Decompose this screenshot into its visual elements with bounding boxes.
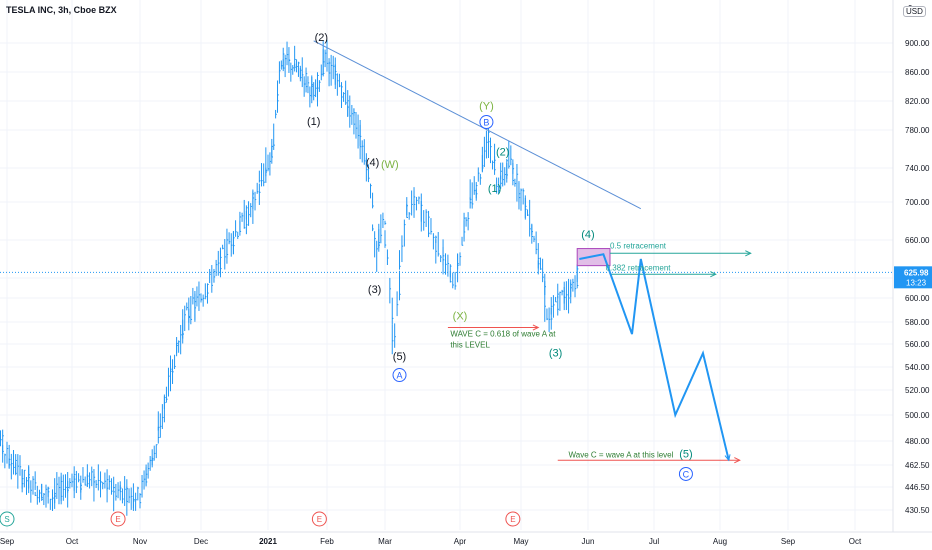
retracement-arrow-2-head bbox=[710, 271, 717, 278]
currency-badge[interactable]: USD bbox=[903, 6, 926, 17]
time-tick-label: May bbox=[513, 537, 528, 546]
price-tick-label: 600.00 bbox=[905, 294, 930, 303]
time-tick-label: Sep bbox=[0, 537, 15, 546]
time-tick-label: Feb bbox=[320, 537, 334, 546]
projection-arrow-head bbox=[724, 454, 731, 462]
marker-label: E bbox=[510, 515, 515, 524]
time-tick-label: Oct bbox=[66, 537, 79, 546]
time-tick-label: Mar bbox=[378, 537, 392, 546]
last-price-value: 625.98 bbox=[904, 268, 929, 277]
wave-label[interactable]: (1) bbox=[307, 116, 320, 128]
wave-circle-label: A bbox=[397, 371, 403, 381]
wave-label[interactable]: (5) bbox=[679, 448, 692, 460]
wave-circle[interactable] bbox=[392, 368, 407, 383]
annotation-text[interactable]: 0.382 retracement bbox=[606, 263, 672, 272]
symbol-title[interactable]: TESLA INC, 3h, Cboe BZX bbox=[6, 5, 117, 15]
price-tick-label: 820.00 bbox=[905, 97, 930, 106]
price-tick-label: 900.00 bbox=[905, 39, 930, 48]
time-tick-label: Apr bbox=[454, 537, 467, 546]
bar-countdown: 13:23 bbox=[906, 278, 927, 287]
wave-label[interactable]: (4) bbox=[581, 229, 594, 241]
split-marker[interactable] bbox=[0, 511, 15, 527]
wave-label[interactable]: (1) bbox=[488, 183, 501, 195]
last-price-badge[interactable] bbox=[894, 266, 932, 289]
wave-label[interactable]: (X) bbox=[453, 311, 468, 323]
time-axis[interactable] bbox=[0, 532, 932, 550]
price-tick-label: 446.50 bbox=[905, 483, 930, 492]
wave-label[interactable]: (W) bbox=[381, 159, 399, 171]
price-tick-label: 740.00 bbox=[905, 164, 930, 173]
earnings-marker[interactable] bbox=[505, 511, 521, 527]
wave-label[interactable]: (3) bbox=[368, 284, 381, 296]
projection-arrow[interactable] bbox=[702, 353, 730, 461]
price-tick-label: 480.00 bbox=[905, 437, 930, 446]
annotation-text[interactable]: this LEVEL bbox=[450, 340, 490, 349]
price-tick-label: 430.50 bbox=[905, 506, 930, 515]
price-tick-label: 700.00 bbox=[905, 198, 930, 207]
wave-circle[interactable] bbox=[678, 466, 693, 481]
marker-label: S bbox=[4, 515, 9, 524]
wave-circle-label: C bbox=[683, 469, 690, 479]
wave-label[interactable]: (4) bbox=[366, 157, 379, 169]
earnings-marker[interactable] bbox=[311, 511, 327, 527]
time-tick-label: Jun bbox=[582, 537, 595, 546]
price-tick-label: 660.00 bbox=[905, 236, 930, 245]
time-tick-label: Nov bbox=[133, 537, 147, 546]
marker-label: E bbox=[317, 515, 322, 524]
price-tick-label: 860.00 bbox=[905, 68, 930, 77]
annotation-text[interactable]: Wave C = wave A at this level bbox=[569, 450, 674, 459]
price-tick-label: 520.00 bbox=[905, 386, 930, 395]
price-tick-label: 500.00 bbox=[905, 411, 930, 420]
wave-label[interactable]: (Y) bbox=[479, 101, 494, 113]
wave-label[interactable]: (3) bbox=[549, 348, 562, 360]
annotation-text[interactable]: 0.5 retracement bbox=[610, 242, 667, 251]
time-tick-label: Dec bbox=[194, 537, 208, 546]
wave-circle[interactable] bbox=[479, 115, 494, 130]
earnings-marker[interactable] bbox=[110, 511, 126, 527]
time-tick-label: Jul bbox=[649, 537, 659, 546]
price-tick-label: 580.00 bbox=[905, 318, 930, 327]
wave-label[interactable]: (5) bbox=[393, 351, 406, 363]
price-tick-label: 780.00 bbox=[905, 126, 930, 135]
wave-circle-label: B bbox=[483, 118, 489, 128]
target-arrow-2-head bbox=[734, 457, 741, 464]
time-tick-label: 2021 bbox=[259, 537, 277, 546]
target-arrow-1-head bbox=[532, 324, 540, 331]
wave-label[interactable]: (2) bbox=[496, 147, 509, 159]
price-bars bbox=[0, 39, 579, 516]
price-tick-label: 560.00 bbox=[905, 340, 930, 349]
annotation-text[interactable]: WAVE C = 0.618 of wave A at bbox=[450, 329, 556, 338]
trendline[interactable] bbox=[313, 40, 642, 210]
price-tick-label: 540.00 bbox=[905, 363, 930, 372]
time-tick-label: Aug bbox=[713, 537, 727, 546]
price-tick-label: 462.50 bbox=[905, 461, 930, 470]
retracement-arrow-1-head bbox=[745, 250, 752, 257]
time-tick-label: Sep bbox=[781, 537, 796, 546]
wave-label[interactable]: (2) bbox=[315, 32, 328, 44]
marker-label: E bbox=[115, 515, 120, 524]
time-tick-label: Oct bbox=[849, 537, 862, 546]
